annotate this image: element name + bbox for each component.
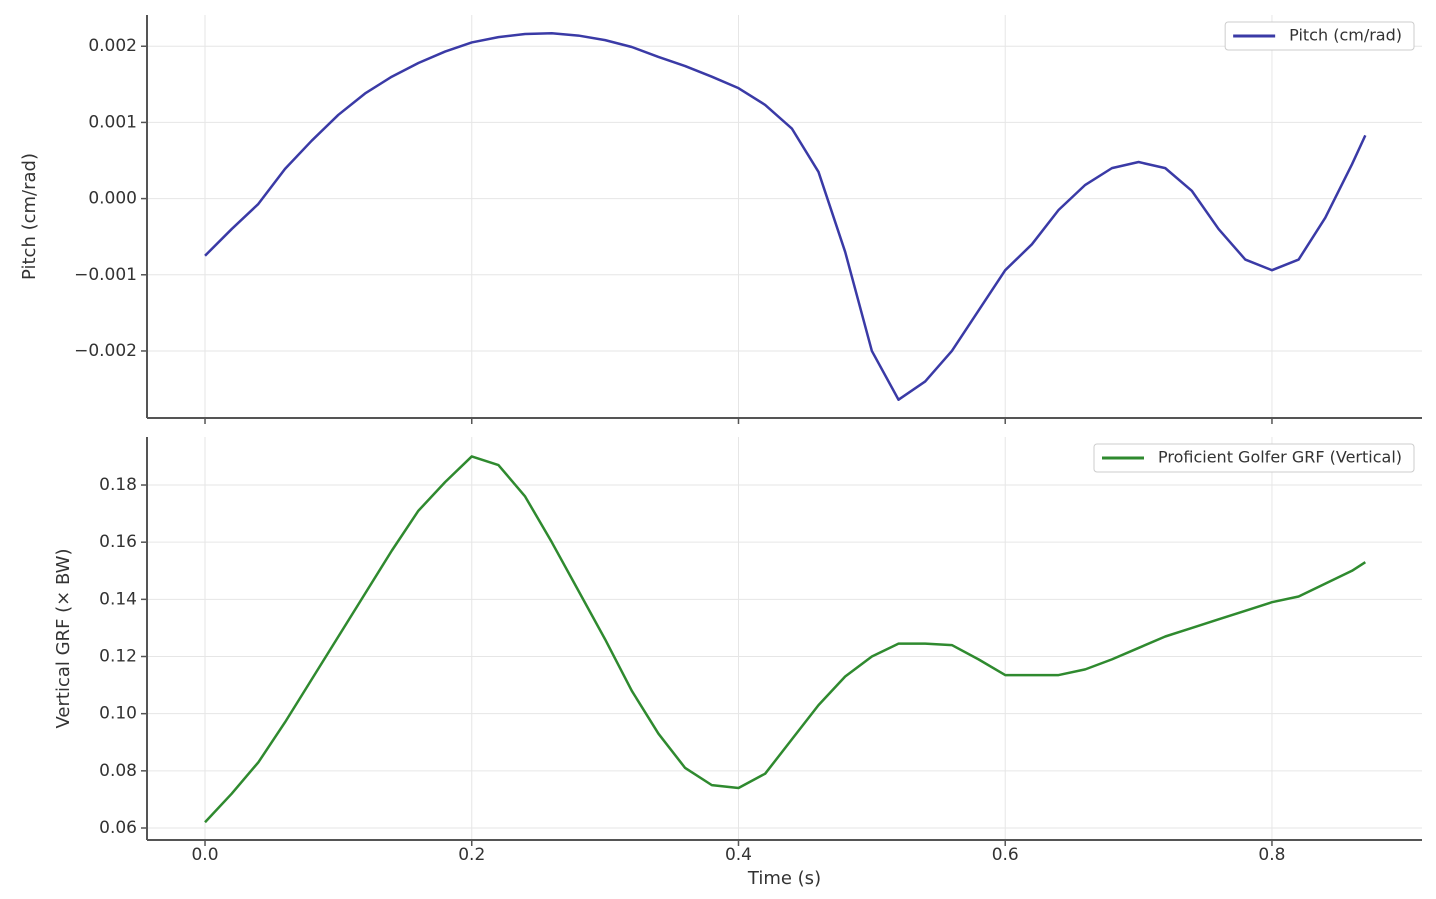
legend-box [1224, 21, 1415, 51]
legend-box [1093, 443, 1415, 473]
y-tick-label: 0.06 [99, 818, 137, 838]
y-tick-label: 0.002 [88, 36, 137, 56]
y-tick-label: 0.000 [88, 189, 137, 209]
y-tick-label: 0.001 [88, 112, 137, 132]
y-tick-label: 0.08 [99, 761, 137, 781]
x-tick-label: 0.8 [1258, 845, 1285, 865]
x-tick-label: 0.0 [191, 845, 218, 865]
x-tick-label: 0.4 [725, 845, 752, 865]
y-tick-label: 0.18 [99, 475, 137, 495]
x-axis-label: Time (s) [747, 868, 821, 889]
y-tick-label: 0.12 [99, 647, 137, 667]
y-tick-label: 0.14 [99, 589, 137, 609]
y-axis-label: Vertical GRF (× BW) [53, 549, 74, 729]
legend-label: Pitch (cm/rad) [1289, 26, 1402, 45]
y-tick-label: −0.002 [74, 341, 137, 361]
line-series [204, 32, 1367, 401]
line-series [204, 455, 1366, 824]
y-tick-label: 0.10 [99, 704, 137, 724]
y-tick-label: −0.001 [74, 265, 137, 285]
x-tick-label: 0.6 [992, 845, 1019, 865]
y-tick-label: 0.16 [99, 532, 137, 552]
x-tick-label: 0.2 [458, 845, 485, 865]
y-axis-label: Pitch (cm/rad) [19, 153, 40, 280]
legend-label: Proficient Golfer GRF (Vertical) [1158, 448, 1402, 467]
